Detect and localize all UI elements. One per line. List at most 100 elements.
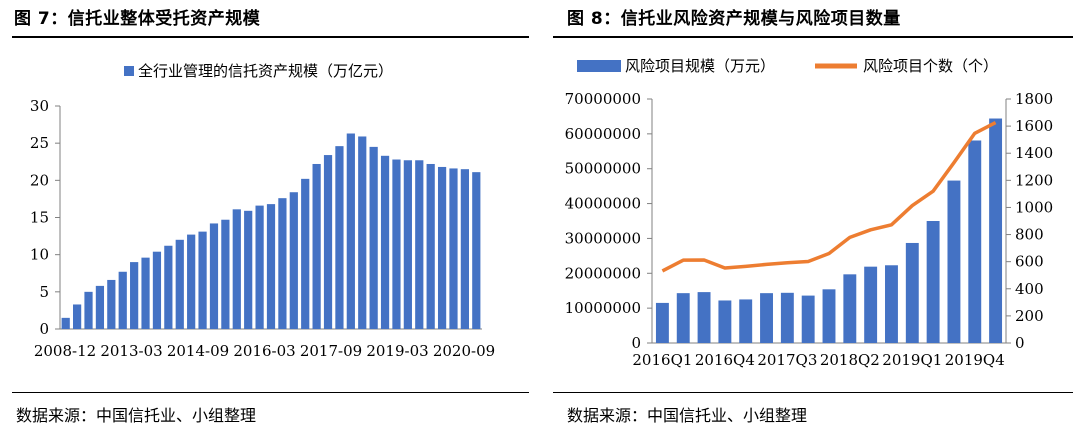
y-tick-label: 30000000 <box>565 229 641 247</box>
x-tick-label: 2019Q4 <box>945 351 1005 369</box>
bar <box>312 163 321 329</box>
x-tick-label: 2016-03 <box>233 342 295 360</box>
y2-tick-label: 1000 <box>1015 198 1053 216</box>
legend-label-bar: 风险项目规模（万元） <box>625 57 775 75</box>
y2-tick-label: 600 <box>1015 253 1044 271</box>
bar <box>164 245 173 329</box>
bar <box>221 219 230 329</box>
bar <box>697 292 711 343</box>
left-footer-rule <box>12 392 529 393</box>
bar <box>926 221 940 343</box>
right-footer-rule <box>553 392 1073 393</box>
x-tick-label: 2013-03 <box>100 342 162 360</box>
bar <box>415 160 424 329</box>
left-chart: 全行业管理的信托资产规模（万亿元） 0 5 10 15 20 25 30 2008-12 2013… <box>30 62 495 360</box>
x-tick-label: 2019-03 <box>366 342 428 360</box>
right-chart: 风险项目规模（万元） 风险项目个数（个） 0 10000000 20000000 3000… <box>565 57 1054 369</box>
right-source-note: 数据来源：中国信托业、小组整理 <box>567 406 808 425</box>
y2-tick-label: 1600 <box>1015 117 1053 135</box>
right-figure-title: 图 8：信托业风险资产规模与风险项目数量 <box>567 9 901 29</box>
legend-label: 全行业管理的信托资产规模（万亿元） <box>138 62 393 80</box>
x-tick-label: 2018Q2 <box>820 351 880 369</box>
y-tick-label: 20000000 <box>565 264 641 282</box>
bar <box>301 178 310 329</box>
bar <box>403 160 412 329</box>
bar <box>460 169 469 329</box>
y-tick-label: 25 <box>30 134 49 152</box>
bar <box>885 265 898 343</box>
bar <box>676 293 690 343</box>
right-title-rule <box>553 36 1073 38</box>
y-tick-label: 15 <box>30 209 49 227</box>
bar <box>95 285 105 329</box>
bar <box>739 299 753 343</box>
series-line <box>661 121 997 273</box>
y2-tick-label: 800 <box>1015 226 1044 244</box>
bar <box>152 251 162 329</box>
bar <box>323 155 333 329</box>
left-source-note: 数据来源：中国信托业、小组整理 <box>16 406 257 425</box>
bar <box>107 279 116 329</box>
y-tick-label: 70000000 <box>565 90 641 108</box>
bar <box>843 274 857 343</box>
y-tick-label: 5 <box>39 283 49 301</box>
x-tick-label: 2020-09 <box>433 342 495 360</box>
bar <box>392 159 401 329</box>
bar <box>244 210 253 329</box>
bar <box>822 289 836 343</box>
bar <box>655 302 669 343</box>
y-tick-label: 10000000 <box>565 299 641 317</box>
bar <box>232 209 241 329</box>
y2-tick-label: 1800 <box>1015 90 1053 108</box>
bar <box>380 155 390 329</box>
bar <box>780 292 794 343</box>
legend-label-line: 风险项目个数（个） <box>863 57 998 75</box>
y-tick-label: 40000000 <box>565 195 641 213</box>
y-tick-label: 10 <box>30 246 49 264</box>
bar <box>968 140 982 343</box>
x-tick-label: 2017-09 <box>300 342 362 360</box>
bar <box>989 118 1003 344</box>
y2-tick-label: 1200 <box>1015 171 1053 189</box>
y2-tick-label: 200 <box>1015 307 1044 325</box>
y2-tick-label: 0 <box>1015 334 1025 352</box>
y-tick-label: 30 <box>30 97 49 115</box>
bar <box>449 168 458 329</box>
bar <box>266 204 276 329</box>
bar <box>426 163 435 329</box>
bar <box>61 317 70 329</box>
bar <box>84 291 93 329</box>
bar <box>335 146 344 329</box>
bar <box>801 295 815 343</box>
bar <box>472 172 481 329</box>
y-tick-label: 0 <box>39 320 49 338</box>
bar <box>209 223 219 329</box>
bar <box>369 146 378 329</box>
bar <box>73 304 82 329</box>
legend-swatch-bar <box>577 60 621 72</box>
bar <box>905 242 919 343</box>
x-tick-label: 2016Q1 <box>632 351 692 369</box>
bar <box>864 266 878 343</box>
bar <box>187 234 196 329</box>
legend-swatch <box>124 66 134 76</box>
y-tick-label: 50000000 <box>565 160 641 178</box>
bar <box>346 133 355 329</box>
bar <box>130 262 139 329</box>
bar <box>718 300 732 343</box>
bar <box>358 136 367 329</box>
bar <box>118 271 127 329</box>
left-title-rule <box>12 36 529 38</box>
bar <box>278 198 287 329</box>
bar <box>437 166 447 329</box>
y-tick-label: 20 <box>30 171 49 189</box>
x-tick-label: 2017Q3 <box>757 351 817 369</box>
bar <box>198 231 207 329</box>
x-tick-label: 2016Q4 <box>695 351 755 369</box>
bar <box>760 293 773 343</box>
y2-tick-label: 1400 <box>1015 144 1053 162</box>
y-tick-label: 0 <box>631 334 641 352</box>
x-tick-label: 2008-12 <box>34 342 96 360</box>
y2-tick-label: 400 <box>1015 280 1044 298</box>
bar <box>175 239 184 329</box>
